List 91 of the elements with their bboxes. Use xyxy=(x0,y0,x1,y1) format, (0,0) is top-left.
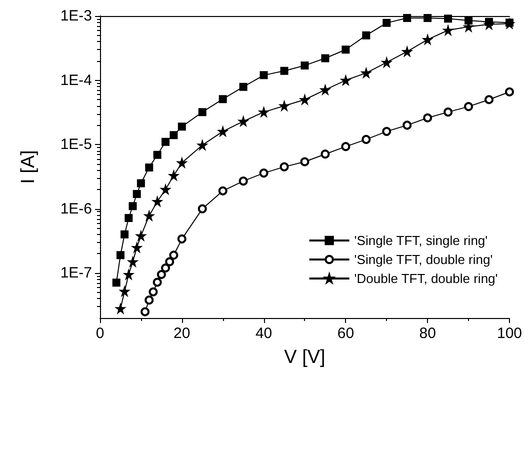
y-tick-label: 1E-7 xyxy=(60,264,92,282)
y-axis-title: I [A] xyxy=(18,150,39,184)
point xyxy=(144,210,154,221)
point xyxy=(464,102,474,112)
point xyxy=(165,257,174,266)
point xyxy=(340,75,351,86)
point xyxy=(120,286,130,296)
x-tick-label: 80 xyxy=(419,325,436,342)
point xyxy=(300,157,310,166)
point xyxy=(444,14,452,23)
y-tick-label: 1E-6 xyxy=(60,200,92,218)
point xyxy=(382,57,392,68)
point xyxy=(198,204,207,214)
point xyxy=(169,250,178,260)
point xyxy=(128,256,138,267)
point xyxy=(170,131,178,140)
point xyxy=(300,94,310,105)
x-axis-title: V [V] xyxy=(284,347,326,368)
point xyxy=(320,84,330,95)
y-tick-label: 1E-3 xyxy=(60,8,92,24)
point xyxy=(168,170,179,180)
point xyxy=(145,163,154,172)
point xyxy=(423,113,432,122)
point xyxy=(152,278,162,287)
point xyxy=(443,25,454,36)
point xyxy=(197,140,208,150)
point xyxy=(115,304,126,314)
point xyxy=(152,196,162,206)
point xyxy=(136,179,145,188)
point xyxy=(258,107,269,118)
point xyxy=(362,134,371,144)
legend-label: 'Single TFT, double ring' xyxy=(354,252,493,267)
x-tick-label: 20 xyxy=(174,325,190,342)
point xyxy=(300,61,309,70)
point xyxy=(177,234,186,244)
point xyxy=(162,138,170,146)
x-tick-label: 100 xyxy=(496,325,522,342)
x-tick-label: 60 xyxy=(337,325,354,342)
point xyxy=(402,46,412,57)
point xyxy=(321,54,330,62)
point xyxy=(504,87,514,96)
point xyxy=(444,108,453,117)
point xyxy=(424,14,432,22)
point xyxy=(198,108,206,116)
point xyxy=(218,126,228,136)
point xyxy=(218,186,228,196)
point xyxy=(176,158,187,168)
point xyxy=(238,176,248,186)
point xyxy=(148,287,158,296)
point xyxy=(124,214,133,222)
point xyxy=(402,120,412,130)
y-tick-label: 1E-4 xyxy=(60,72,92,89)
point xyxy=(239,82,248,91)
legend-label: 'Double TFT, double ring' xyxy=(354,271,498,286)
point xyxy=(153,150,162,159)
point xyxy=(144,296,154,305)
point xyxy=(320,150,330,159)
point xyxy=(484,95,494,104)
point xyxy=(422,34,433,45)
point xyxy=(279,100,290,111)
point xyxy=(382,126,392,136)
point xyxy=(132,242,142,252)
point xyxy=(361,68,372,78)
point xyxy=(136,230,146,241)
point xyxy=(140,307,150,316)
point xyxy=(403,14,412,22)
point xyxy=(280,162,289,172)
point xyxy=(218,95,227,104)
y-tick-label: 1E-5 xyxy=(60,136,92,154)
point xyxy=(132,190,141,198)
point xyxy=(259,168,268,178)
point xyxy=(128,202,137,210)
point xyxy=(161,263,170,272)
point xyxy=(238,116,248,126)
point xyxy=(382,18,391,27)
point xyxy=(178,122,186,131)
point xyxy=(464,16,473,25)
point xyxy=(280,66,288,75)
point xyxy=(160,184,171,194)
point xyxy=(124,270,134,280)
x-tick-label: 0 xyxy=(96,325,104,342)
point xyxy=(362,31,370,40)
point xyxy=(156,270,166,280)
point xyxy=(116,251,124,260)
x-tick-label: 40 xyxy=(255,325,272,342)
point xyxy=(342,46,350,54)
point xyxy=(260,71,268,80)
point xyxy=(120,230,129,238)
legend-label: 'Single TFT, single ring' xyxy=(354,233,488,248)
point xyxy=(341,142,350,152)
point xyxy=(112,278,120,287)
